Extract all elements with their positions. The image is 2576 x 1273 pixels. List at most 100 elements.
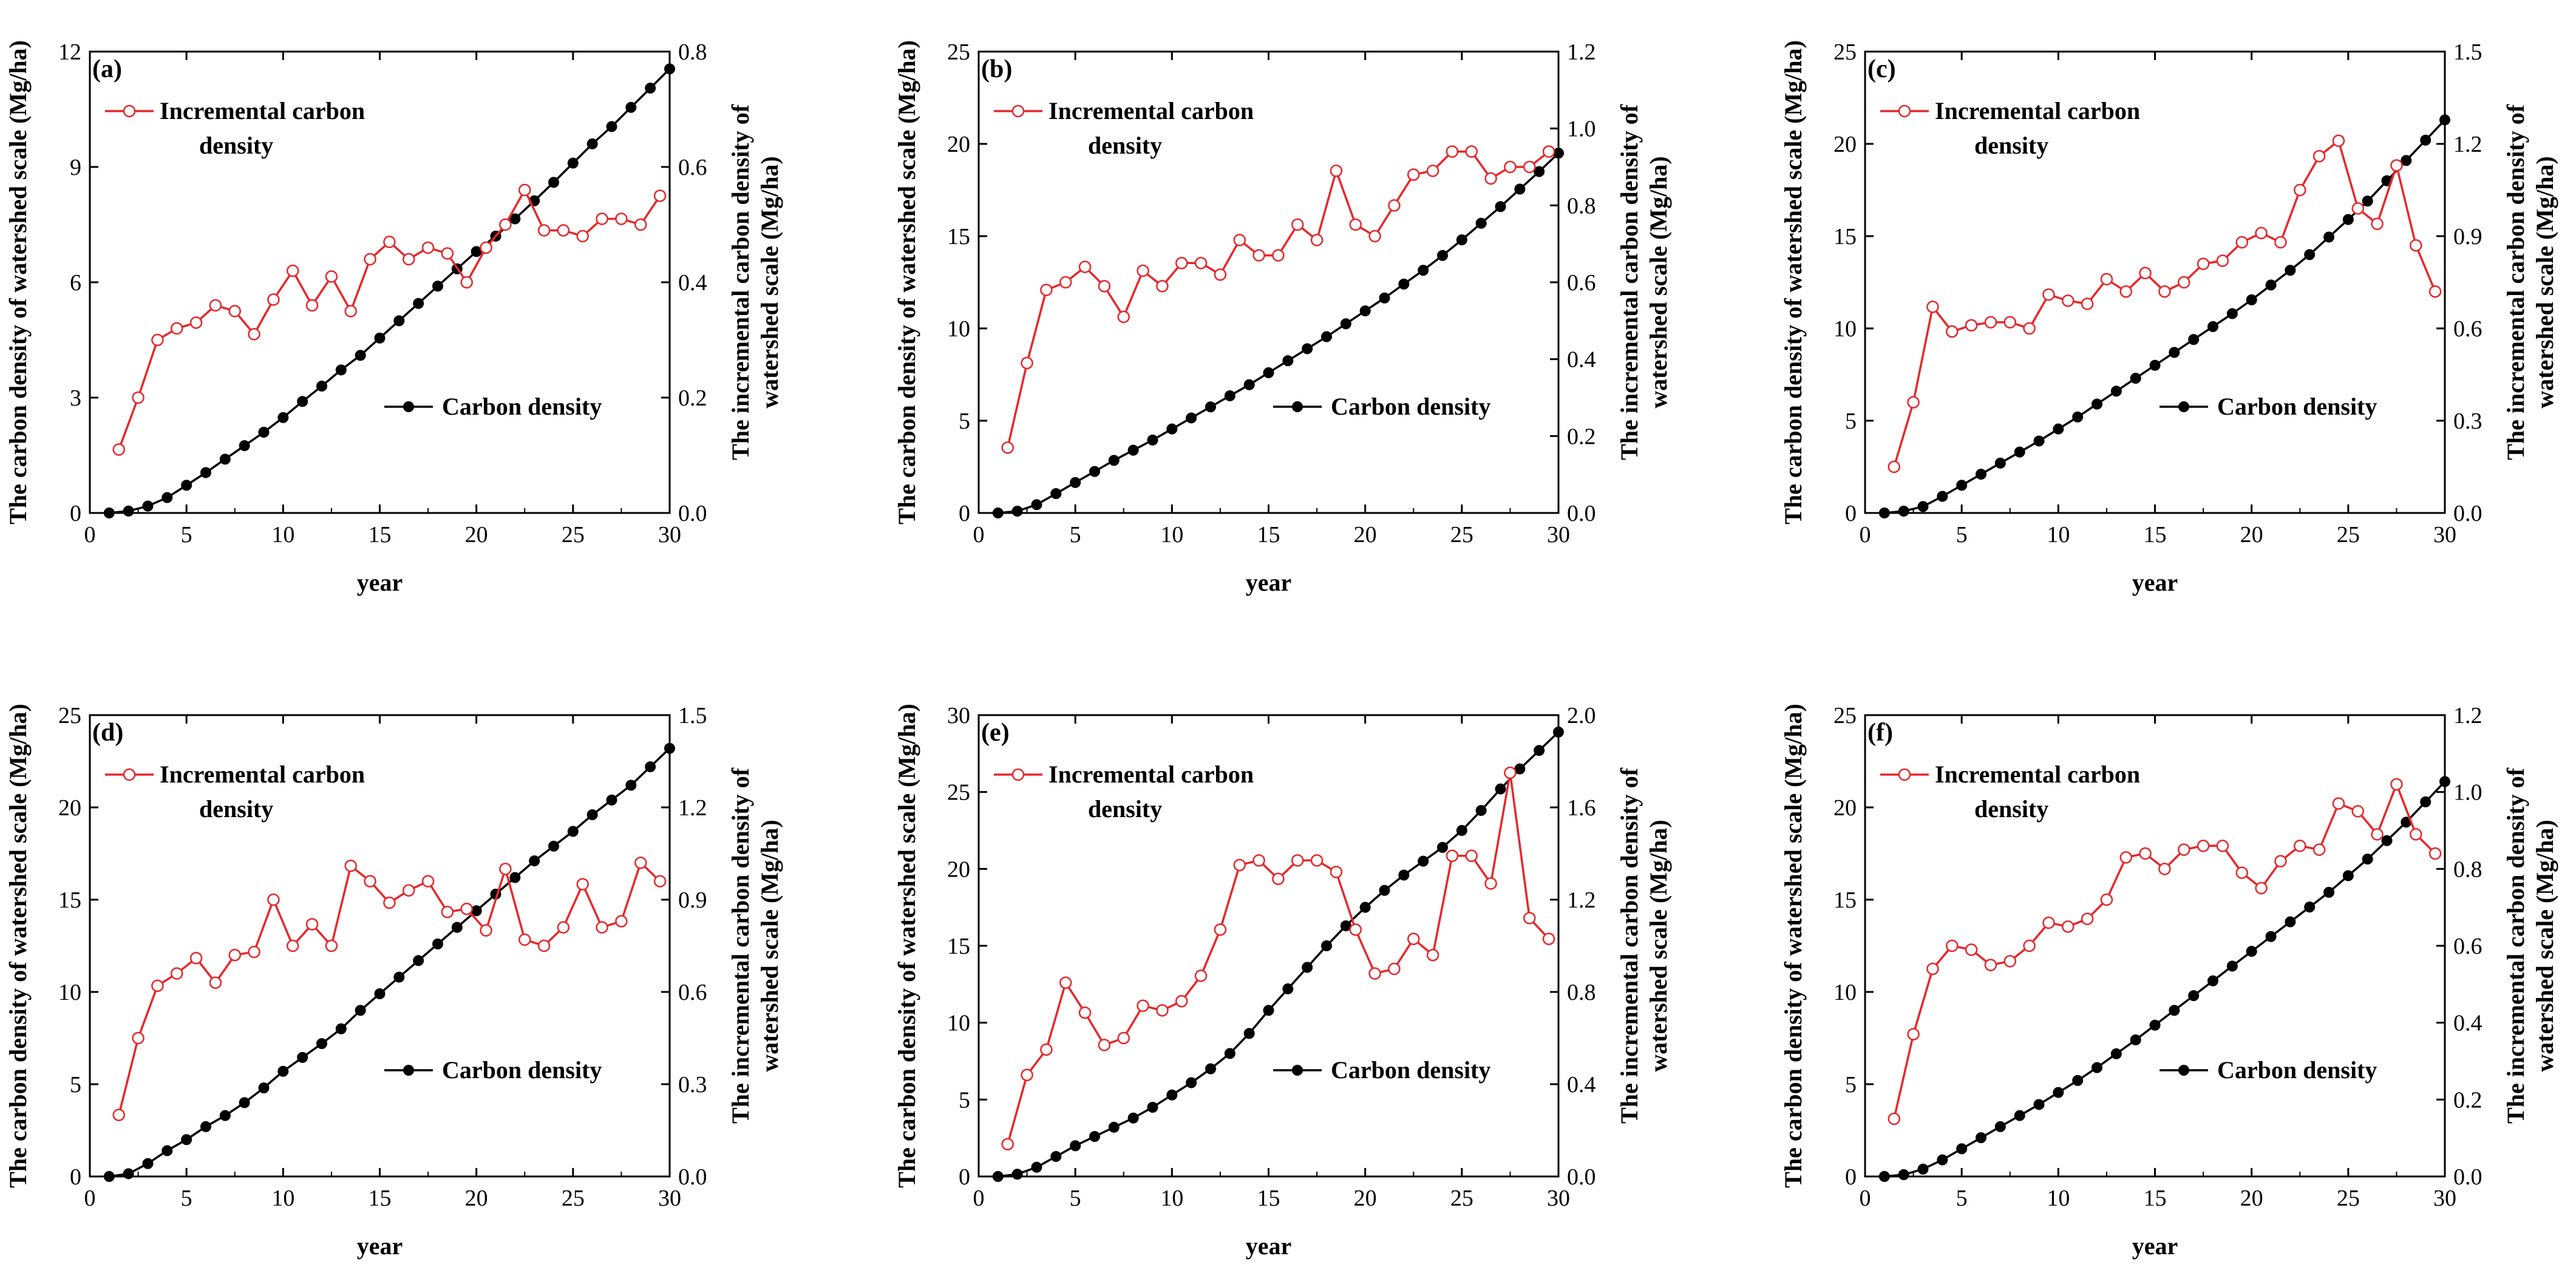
data-point — [2294, 840, 2306, 852]
data-point — [2216, 254, 2229, 267]
data-point — [2100, 893, 2113, 906]
data-point — [634, 856, 647, 869]
y2-tick-label: 1.2 — [1567, 888, 1596, 913]
data-point — [1108, 455, 1120, 466]
data-point — [586, 809, 598, 821]
data-point — [634, 218, 647, 231]
y2-tick-label: 1.5 — [678, 703, 707, 728]
data-point — [1534, 166, 1545, 177]
data-point — [151, 979, 164, 993]
y2-tick-label: 0.6 — [2453, 934, 2483, 959]
data-point — [2235, 866, 2248, 879]
data-point — [2023, 322, 2036, 335]
data-point — [2197, 257, 2210, 270]
data-point — [1127, 1112, 1139, 1124]
legend-label-incremental: Incremental carbon — [1935, 97, 2140, 124]
data-point — [1888, 460, 1900, 474]
data-point — [1117, 310, 1130, 324]
data-point — [2119, 285, 2132, 298]
data-point — [258, 427, 270, 438]
data-point — [2323, 886, 2334, 898]
x-tick-label: 20 — [2240, 522, 2263, 548]
data-point — [325, 270, 338, 283]
legend-label-incremental-2: density — [199, 132, 273, 159]
legend-label-incremental-2: density — [1088, 132, 1162, 159]
data-point — [537, 939, 551, 952]
data-point — [103, 1171, 115, 1182]
legend-label-carbon: Carbon density — [1331, 1056, 1490, 1084]
data-point — [344, 305, 357, 317]
y-tick-label: 0 — [70, 501, 81, 526]
data-point — [1407, 168, 1420, 181]
data-point — [1001, 1138, 1014, 1151]
series-carbon-density — [1878, 776, 2450, 1182]
data-point — [1272, 872, 1285, 886]
series-incremental-carbon-density — [1888, 778, 2442, 1125]
data-point — [112, 443, 125, 456]
chart-panel-1: 0 5 10 15 20 25 30 0 3 6 9 12 0.0 0.2 0.4 0.6 0.8 (a) year… — [4, 39, 783, 596]
data-point — [1388, 962, 1401, 976]
data-point — [1001, 441, 1014, 454]
data-point — [2119, 851, 2132, 864]
y2-tick-label: 0.9 — [678, 888, 707, 913]
data-point — [529, 855, 540, 867]
legend-carbon: Carbon density — [384, 1056, 602, 1084]
x-tick-label: 20 — [2240, 1186, 2263, 1211]
data-point — [1098, 280, 1111, 293]
x-tick-label: 10 — [2047, 522, 2070, 548]
data-point — [1310, 234, 1324, 246]
data-point — [1379, 884, 1390, 896]
data-point — [2169, 1005, 2180, 1016]
y2-axis-title-line: watershed scale (Mg/ha) — [1645, 820, 1672, 1071]
y2-tick-label: 0.0 — [1567, 501, 1596, 526]
data-point — [1937, 1154, 1948, 1166]
data-point — [645, 761, 656, 773]
data-point — [1437, 250, 1448, 261]
legend-label-incremental: Incremental carbon — [160, 97, 365, 124]
x-tick-label: 20 — [1354, 1186, 1377, 1211]
y2-tick-label: 0.4 — [1567, 347, 1596, 373]
y-tick-label: 25 — [947, 780, 970, 806]
data-point — [297, 1051, 308, 1063]
data-point — [1021, 1068, 1033, 1082]
y2-axis-title-line: The incremental carbon density of — [1616, 767, 1643, 1124]
y-tick-label: 5 — [959, 409, 970, 434]
data-point — [1965, 943, 1978, 956]
data-point — [2362, 854, 2373, 865]
data-point — [1917, 1163, 1929, 1175]
legend-marker-carbon — [2178, 1065, 2189, 1076]
data-point — [625, 101, 637, 113]
data-point — [2439, 776, 2450, 787]
data-point — [2313, 150, 2326, 163]
x-tick-label: 5 — [181, 522, 192, 548]
data-point — [200, 1121, 211, 1132]
x-tick-label: 15 — [369, 1186, 392, 1211]
data-point — [228, 305, 241, 317]
series-incremental-carbon-density — [1001, 766, 1555, 1151]
data-point — [537, 224, 551, 237]
data-point — [2390, 159, 2403, 172]
data-point — [287, 264, 299, 277]
data-point — [1523, 912, 1536, 925]
chart-panel-4: 0 5 10 15 20 25 30 0 5 10 15 20 25 0.0 0.3 0.6 0.9 1.2 1.5… — [4, 703, 783, 1260]
data-point — [1878, 1171, 1890, 1182]
series-line — [1884, 781, 2446, 1178]
data-point — [1475, 805, 1487, 816]
x-axis-title: year — [357, 569, 403, 596]
data-point — [1137, 999, 1149, 1013]
data-point — [2323, 231, 2334, 243]
data-point — [1011, 505, 1023, 517]
y-tick-label: 20 — [947, 857, 970, 882]
y2-tick-label: 2.0 — [1567, 703, 1596, 728]
data-point — [2081, 297, 2094, 310]
data-point — [1446, 849, 1459, 863]
data-point — [1031, 1161, 1042, 1173]
data-point — [1282, 983, 1294, 994]
data-point — [2401, 155, 2412, 166]
data-point — [1984, 959, 1997, 971]
data-point — [2139, 847, 2152, 860]
data-point — [1078, 260, 1092, 273]
panel-title: (d) — [92, 719, 123, 747]
legend-marker-carbon — [403, 401, 414, 412]
data-point — [2053, 1087, 2064, 1098]
